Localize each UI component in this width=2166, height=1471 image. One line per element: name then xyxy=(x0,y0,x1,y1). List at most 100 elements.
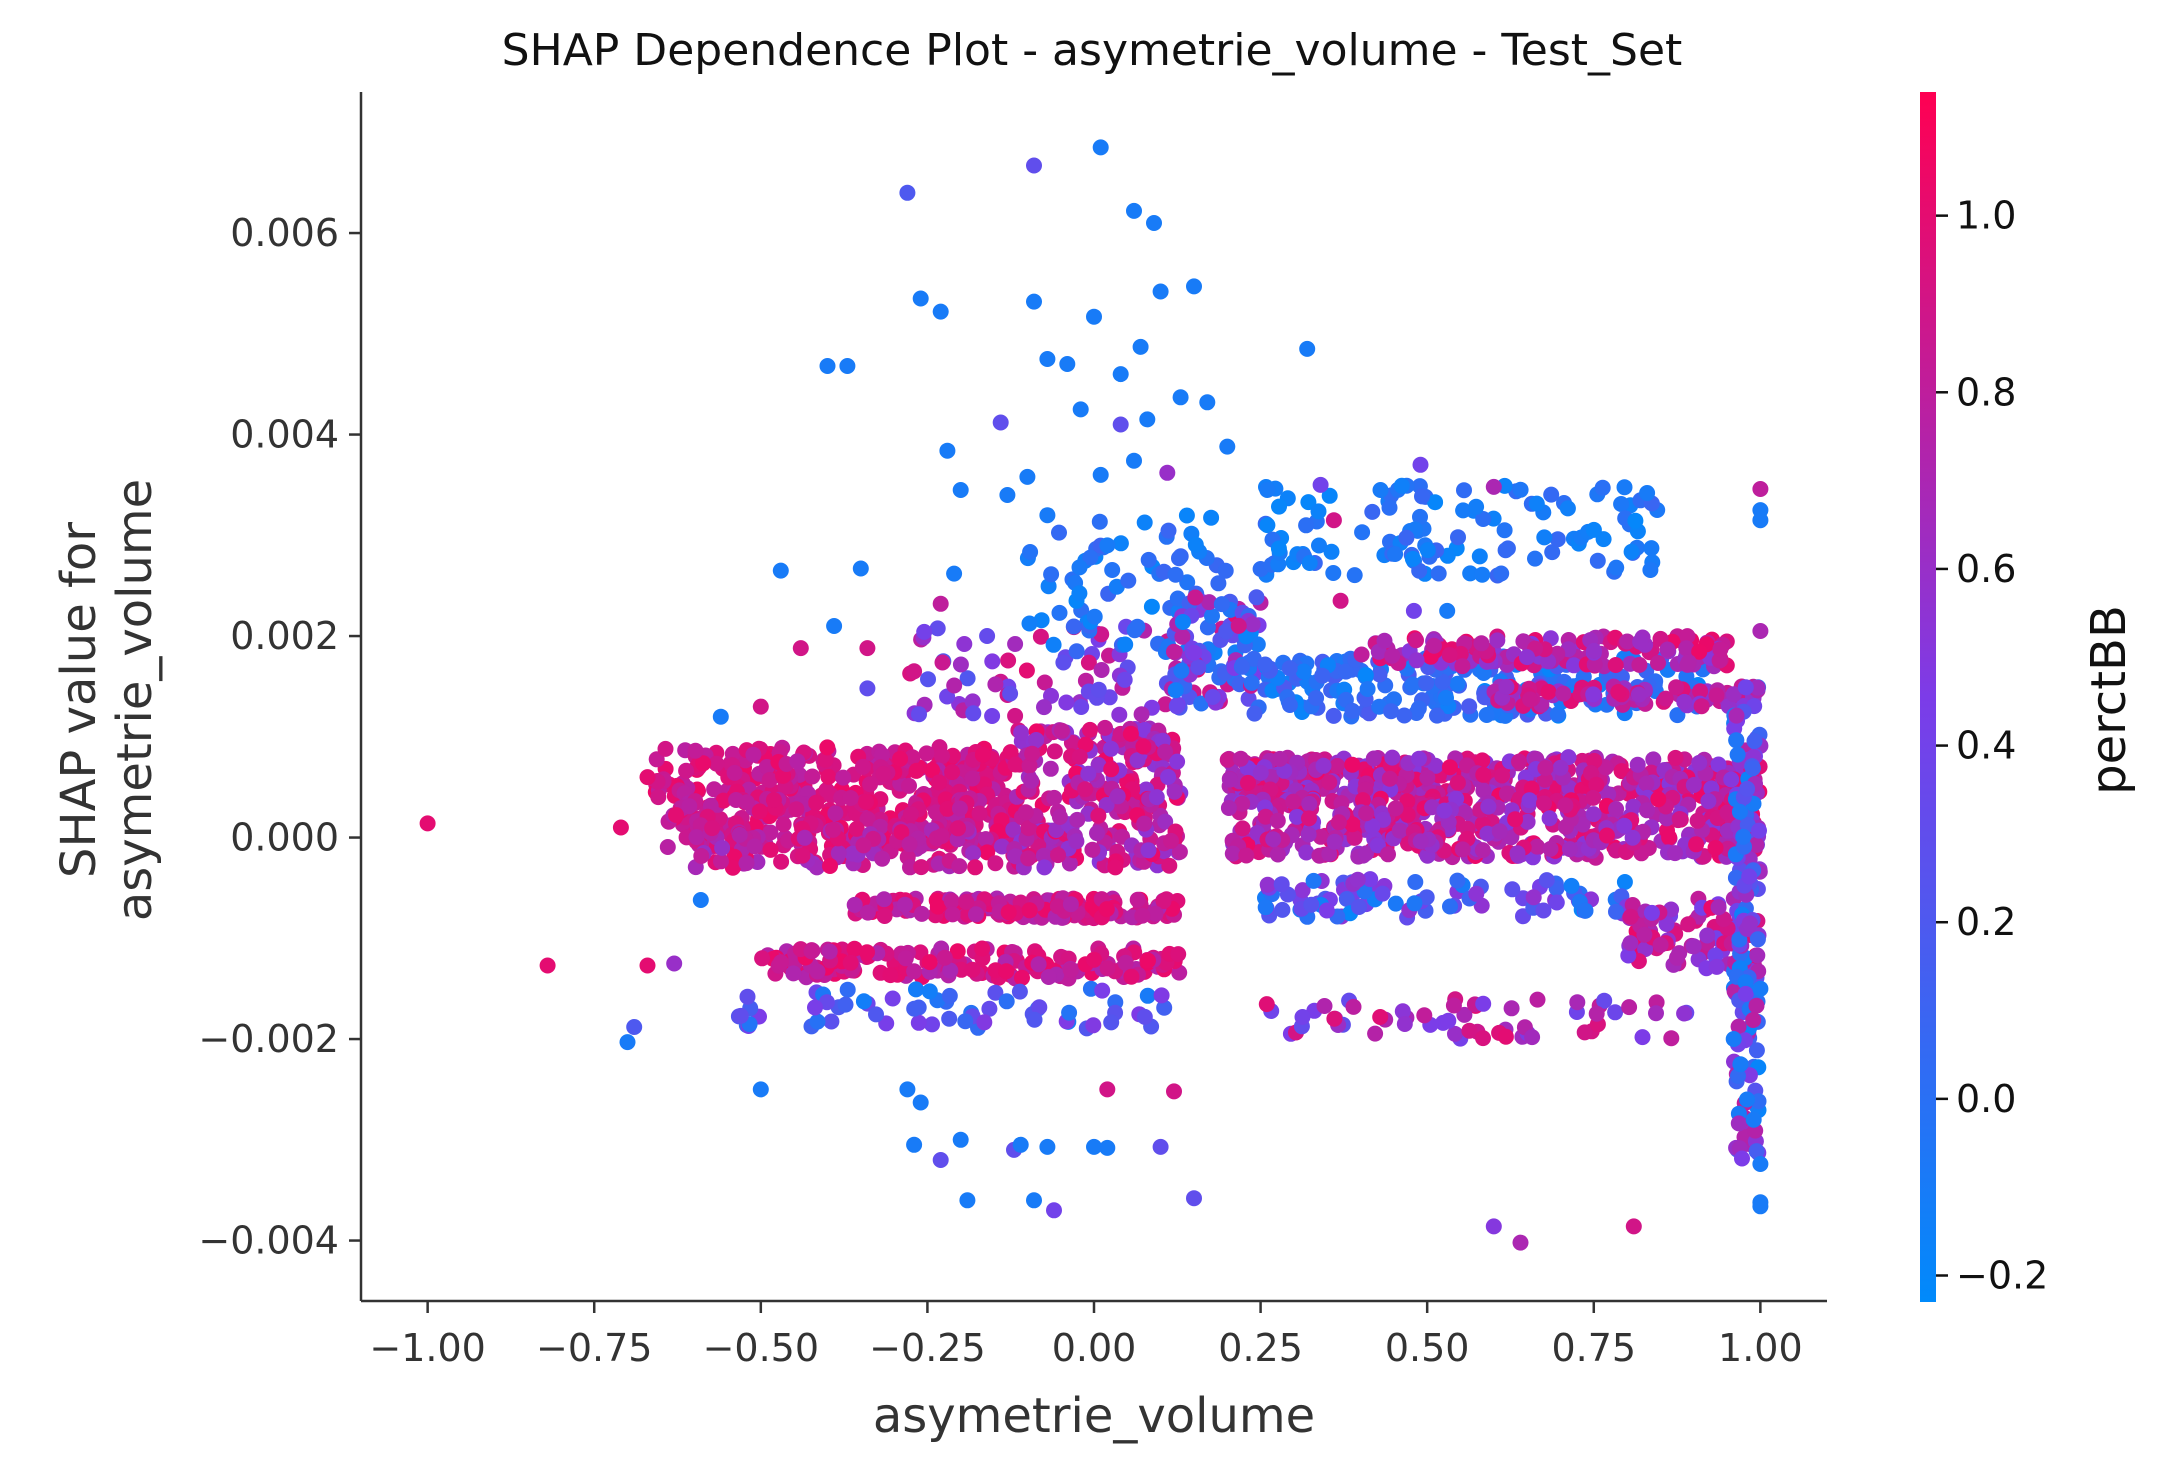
scatter-point xyxy=(1159,464,1176,481)
scatter-point xyxy=(1450,529,1466,546)
scatter-point xyxy=(1710,899,1727,916)
scatter-point xyxy=(1498,678,1515,695)
scatter-point xyxy=(1455,502,1472,519)
scatter-point xyxy=(913,905,930,922)
scatter-point xyxy=(992,414,1009,431)
scatter-point xyxy=(951,858,968,875)
scatter-point xyxy=(1000,904,1017,921)
scatter-point xyxy=(1269,846,1286,863)
scatter-point xyxy=(1068,833,1085,850)
scatter-point xyxy=(1170,946,1187,963)
scatter-point xyxy=(964,770,981,787)
scatter-point xyxy=(761,772,778,788)
scatter-point xyxy=(1026,293,1042,310)
scatter-point xyxy=(1552,759,1569,776)
scatter-point xyxy=(1086,608,1103,625)
scatter-point xyxy=(1028,732,1045,748)
scatter-point xyxy=(984,653,1001,670)
scatter-point xyxy=(1325,707,1342,724)
scatter-point xyxy=(899,184,916,201)
scatter-point xyxy=(1627,512,1644,529)
scatter-point xyxy=(1259,876,1276,893)
colorbar xyxy=(1920,92,1936,1302)
scatter-point xyxy=(1475,511,1492,527)
scatter-point xyxy=(1345,998,1362,1015)
scatter-point xyxy=(908,762,925,779)
scatter-point xyxy=(976,1014,993,1031)
scatter-point xyxy=(1103,740,1119,757)
scatter-point xyxy=(1316,998,1333,1014)
scatter-point xyxy=(1512,1234,1529,1251)
scatter-point xyxy=(1381,770,1398,787)
scatter-point xyxy=(823,1013,840,1030)
scatter-point xyxy=(1418,889,1435,906)
scatter-point xyxy=(715,792,732,809)
scatter-point xyxy=(1013,724,1030,741)
scatter-point xyxy=(1412,833,1429,850)
scatter-point xyxy=(1305,872,1322,889)
scatter-point xyxy=(848,820,865,837)
scatter-point xyxy=(1384,647,1401,664)
scatter-point xyxy=(1475,782,1492,799)
scatter-point xyxy=(1380,846,1396,863)
scatter-point xyxy=(965,845,982,862)
scatter-point xyxy=(1544,544,1561,561)
scatter-point xyxy=(1497,1028,1514,1045)
scatter-point xyxy=(1354,524,1371,541)
scatter-point xyxy=(1023,772,1040,789)
scatter-point xyxy=(1298,517,1315,534)
scatter-point xyxy=(1294,1009,1311,1025)
scatter-point xyxy=(1540,683,1557,700)
scatter-point xyxy=(1055,654,1072,671)
scatter-point xyxy=(1613,763,1630,780)
scatter-point xyxy=(1480,798,1497,815)
scatter-point xyxy=(1543,486,1560,503)
colorbar-label-group: perctBB xyxy=(2081,605,2137,795)
scatter-point xyxy=(1447,1025,1463,1042)
scatter-point xyxy=(822,858,838,874)
scatter-point xyxy=(1058,694,1075,711)
scatter-point xyxy=(803,943,820,960)
scatter-point xyxy=(1148,789,1165,806)
y-tick-label: 0.006 xyxy=(230,211,339,255)
scatter-point xyxy=(874,850,891,867)
colorbar-tick-label: −0.2 xyxy=(1956,1254,2048,1298)
scatter-point xyxy=(1449,675,1466,692)
scatter-point xyxy=(739,988,756,1005)
scatter-point xyxy=(920,671,936,688)
scatter-point xyxy=(1213,596,1230,613)
scatter-point xyxy=(967,859,984,876)
scatter-point xyxy=(724,859,741,876)
scatter-point xyxy=(1077,781,1094,798)
scatter-point xyxy=(809,963,826,980)
scatter-point xyxy=(1111,706,1128,723)
scatter-point xyxy=(1585,806,1602,823)
scatter-point xyxy=(1299,340,1316,357)
scatter-point xyxy=(1744,760,1761,777)
scatter-point xyxy=(1281,697,1298,713)
scatter-point xyxy=(1186,1190,1202,1207)
scatter-point xyxy=(896,896,913,913)
scatter-point xyxy=(1621,999,1638,1016)
scatter-point xyxy=(1031,999,1048,1016)
scatter-point xyxy=(1577,902,1594,919)
scatter-point xyxy=(931,774,947,791)
scatter-point xyxy=(1576,1024,1593,1041)
scatter-point xyxy=(913,859,930,876)
scatter-point xyxy=(1026,157,1042,174)
scatter-point xyxy=(1220,800,1237,816)
scatter-point xyxy=(941,987,958,1004)
scatter-point xyxy=(842,954,859,971)
scatter-point xyxy=(1069,811,1086,828)
scatter-point xyxy=(876,908,893,924)
scatter-point xyxy=(874,747,890,763)
y-tick-label: −0.004 xyxy=(198,1219,339,1263)
scatter-point xyxy=(906,963,923,980)
scatter-point xyxy=(977,831,994,848)
scatter-point xyxy=(929,898,946,915)
scatter-point xyxy=(1166,1083,1182,1100)
scatter-point xyxy=(1007,756,1024,773)
scatter-point xyxy=(1295,663,1312,680)
scatter-point xyxy=(1678,668,1695,685)
scatter-point xyxy=(1405,602,1422,619)
